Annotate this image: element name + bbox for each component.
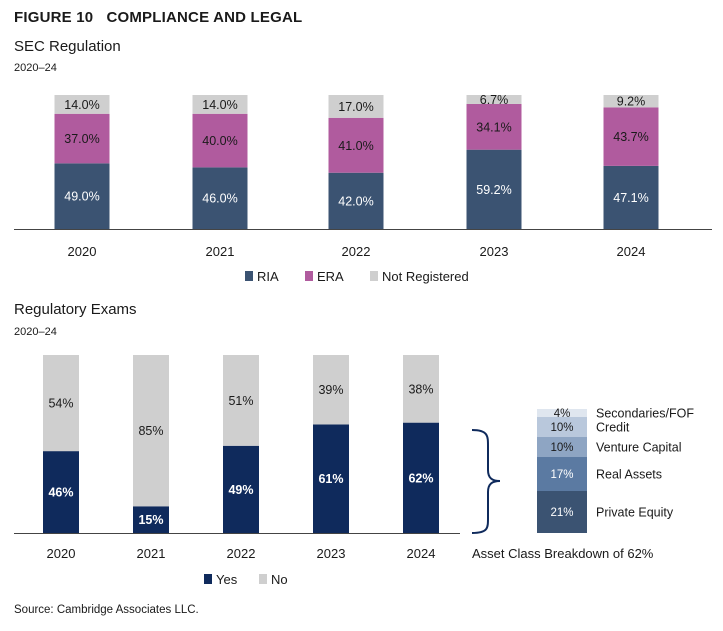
sec-bar-not-registered-2024	[603, 95, 659, 108]
sec-bar-ria-2021	[192, 167, 248, 229]
figure-number: FIGURE 10	[14, 9, 94, 26]
sec-chart-title: SEC Regulation	[14, 38, 121, 55]
sec-x-tick-2020: 2020	[68, 244, 97, 259]
asset-bar-private-equity	[537, 491, 587, 533]
exams-bar-no-2024	[403, 355, 439, 423]
asset-bar-venture-capital	[537, 437, 587, 457]
sec-bar-not-registered-2021	[192, 95, 248, 114]
asset-category-label-real-assets: Real Assets	[596, 468, 662, 482]
exams-bar-yes-2021	[133, 506, 169, 533]
figure-title-text: COMPLIANCE AND LEGAL	[106, 9, 303, 26]
asset-bar-credit	[537, 417, 587, 437]
sec-bar-not-registered-2020	[54, 95, 110, 114]
sec-data-label-not-registered-2021: 14.0%	[202, 98, 237, 112]
exams-legend-label-no: No	[271, 572, 288, 587]
sec-bar-not-registered-2022	[328, 95, 384, 118]
asset-data-label-venture-capital: 10%	[550, 442, 573, 454]
sec-data-label-not-registered-2023: 6.7%	[480, 93, 509, 107]
exams-data-label-yes-2023: 61%	[318, 472, 343, 486]
exams-legend-swatch-no	[259, 574, 267, 584]
asset-data-label-credit: 10%	[550, 422, 573, 434]
asset-category-label-private-equity: Private Equity	[596, 506, 674, 520]
sec-data-label-era-2020: 37.0%	[64, 132, 99, 146]
sec-data-label-ria-2021: 46.0%	[202, 192, 237, 206]
asset-breakdown-caption: Asset Class Breakdown of 62%	[472, 546, 654, 561]
asset-bar-secondaries-fof	[537, 409, 587, 417]
exams-x-tick-2022: 2022	[227, 546, 256, 561]
sec-bar-not-registered-2023	[466, 95, 522, 104]
sec-data-label-era-2021: 40.0%	[202, 134, 237, 148]
exams-data-label-no-2023: 39%	[318, 383, 343, 397]
exams-bar-no-2021	[133, 355, 169, 507]
sec-legend-swatch-era	[305, 271, 313, 281]
sec-x-tick-2021: 2021	[206, 244, 235, 259]
sec-chart-subtitle: 2020–24	[14, 62, 57, 74]
exams-data-label-yes-2024: 62%	[408, 471, 433, 485]
asset-bar-real-assets	[537, 457, 587, 491]
sec-data-label-ria-2020: 49.0%	[64, 190, 99, 204]
asset-data-label-private-equity: 21%	[550, 507, 573, 519]
asset-category-label-credit: Credit	[596, 421, 630, 435]
exams-x-tick-2023: 2023	[317, 546, 346, 561]
asset-data-label-real-assets: 17%	[550, 469, 573, 481]
exams-bar-no-2020	[43, 355, 79, 452]
exams-bar-yes-2024	[403, 422, 439, 533]
sec-data-label-not-registered-2020: 14.0%	[64, 98, 99, 112]
sec-bar-ria-2022	[328, 172, 384, 229]
sec-data-label-not-registered-2024: 9.2%	[617, 95, 646, 109]
exams-bar-no-2022	[223, 355, 259, 446]
exams-bar-yes-2023	[313, 424, 349, 533]
exams-data-label-no-2020: 54%	[48, 397, 73, 411]
exams-x-tick-2024: 2024	[407, 546, 436, 561]
sec-data-label-era-2023: 34.1%	[476, 120, 511, 134]
sec-data-label-ria-2022: 42.0%	[338, 194, 373, 208]
asset-data-label-secondaries-fof: 4%	[554, 408, 571, 420]
sec-bar-era-2021	[192, 113, 248, 168]
exams-data-label-no-2024: 38%	[408, 382, 433, 396]
sec-bar-era-2024	[603, 107, 659, 166]
exams-data-label-no-2022: 51%	[228, 394, 253, 408]
sec-x-tick-2023: 2023	[480, 244, 509, 259]
exams-x-tick-2020: 2020	[47, 546, 76, 561]
sec-bar-ria-2024	[603, 165, 659, 229]
sec-legend-swatch-not-registered	[370, 271, 378, 281]
exams-data-label-yes-2021: 15%	[138, 513, 163, 527]
sec-bar-era-2020	[54, 113, 110, 164]
sec-legend-swatch-ria	[245, 271, 253, 281]
asset-category-label-venture-capital: Venture Capital	[596, 441, 681, 455]
exams-bar-yes-2020	[43, 451, 79, 533]
exams-bar-yes-2022	[223, 445, 259, 533]
sec-legend-label-era: ERA	[317, 269, 344, 284]
exams-chart-subtitle: 2020–24	[14, 326, 57, 338]
exams-legend-swatch-yes	[204, 574, 212, 584]
exams-data-label-yes-2020: 46%	[48, 486, 73, 500]
exams-bar-no-2023	[313, 355, 349, 425]
sec-bar-era-2022	[328, 117, 384, 173]
sec-data-label-not-registered-2022: 17.0%	[338, 100, 373, 114]
exams-legend-label-yes: Yes	[216, 572, 238, 587]
exams-data-label-yes-2022: 49%	[228, 483, 253, 497]
exams-data-label-no-2021: 85%	[138, 424, 163, 438]
sec-bar-era-2023	[466, 103, 522, 150]
sec-bar-ria-2020	[54, 163, 110, 229]
bracket-connector	[471, 429, 501, 534]
sec-data-label-era-2022: 41.0%	[338, 139, 373, 153]
sec-x-tick-2024: 2024	[617, 244, 646, 259]
sec-data-label-era-2024: 43.7%	[613, 130, 648, 144]
sec-legend-label-ria: RIA	[257, 269, 279, 284]
figure-title: FIGURE 10 COMPLIANCE AND LEGAL	[14, 9, 302, 26]
source-note: Source: Cambridge Associates LLC.	[14, 604, 199, 616]
asset-category-label-secondaries-fof: Secondaries/FOF	[596, 407, 694, 421]
sec-data-label-ria-2024: 47.1%	[613, 191, 648, 205]
exams-x-tick-2021: 2021	[137, 546, 166, 561]
sec-x-tick-2022: 2022	[342, 244, 371, 259]
sec-data-label-ria-2023: 59.2%	[476, 183, 511, 197]
sec-bar-ria-2023	[466, 149, 522, 229]
exams-chart-title: Regulatory Exams	[14, 301, 137, 318]
sec-legend-label-not-registered: Not Registered	[382, 269, 469, 284]
